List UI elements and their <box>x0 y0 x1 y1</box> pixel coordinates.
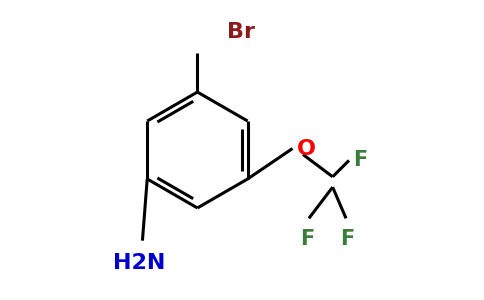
Text: F: F <box>340 229 355 249</box>
Text: F: F <box>300 229 315 249</box>
Text: F: F <box>353 150 368 170</box>
Text: Br: Br <box>227 22 255 41</box>
Text: H2N: H2N <box>113 253 166 272</box>
Text: O: O <box>297 139 316 158</box>
